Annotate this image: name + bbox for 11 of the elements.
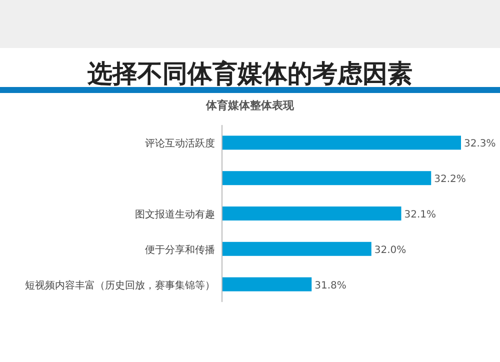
chart-subtitle: 体育媒体整体表现 [205,99,295,112]
data-label: 32.1% [404,210,436,220]
y-tick-label: 评论互动活跃度 [145,138,215,150]
chart-title: 选择不同体育媒体的考虑因素 [86,59,412,88]
y-tick-label: 便于分享和传播 [145,244,215,256]
data-label: 32.3% [464,138,496,150]
data-label: 32.0% [374,244,406,256]
y-tick-label: 图文报道生动有趣 [135,208,215,220]
data-label: 31.8% [314,280,346,292]
data-label: 32.2% [434,174,466,186]
y-tick-label: 短视频内容丰富（历史回放，赛事集锦等） [25,279,215,292]
